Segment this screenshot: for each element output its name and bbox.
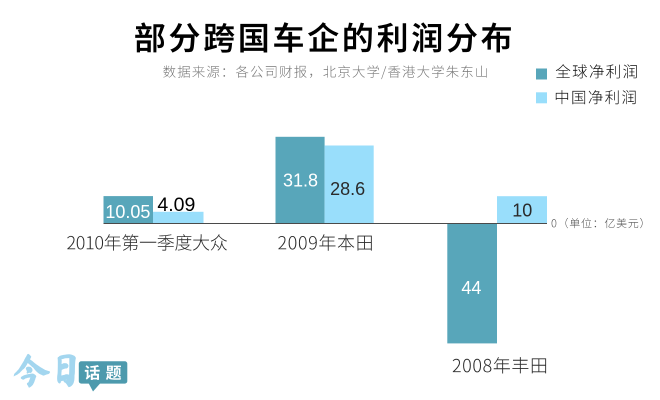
- svg-text:4.09: 4.09: [157, 194, 195, 216]
- svg-text:10: 10: [512, 201, 532, 221]
- svg-text:10.05: 10.05: [105, 202, 150, 222]
- svg-text:31.8: 31.8: [283, 170, 318, 190]
- svg-text:28.6: 28.6: [330, 179, 365, 199]
- svg-text:44: 44: [461, 278, 481, 298]
